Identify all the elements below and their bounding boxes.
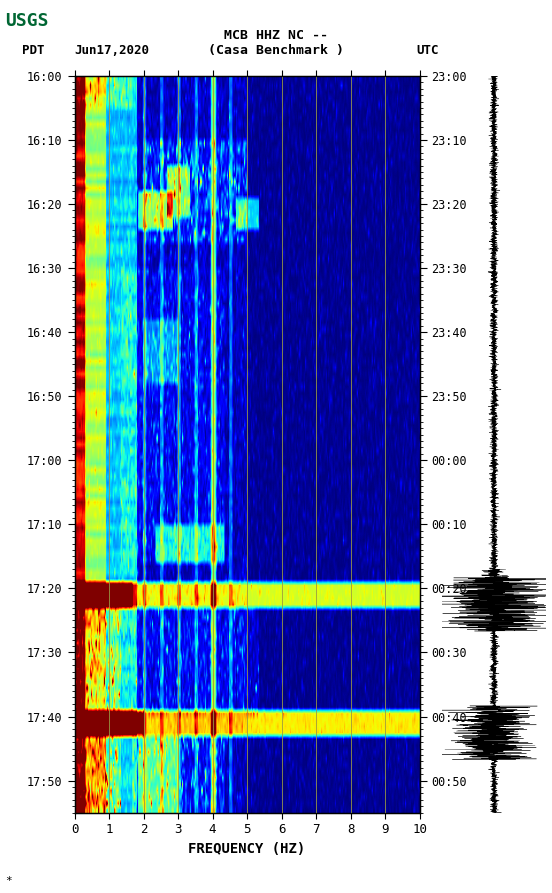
Text: (Casa Benchmark ): (Casa Benchmark ) [208, 44, 344, 56]
Text: MCB HHZ NC --: MCB HHZ NC -- [224, 29, 328, 42]
Text: *: * [6, 876, 12, 886]
Text: UTC: UTC [417, 44, 439, 56]
Text: USGS: USGS [6, 12, 49, 29]
Text: PDT: PDT [22, 44, 45, 56]
Text: Jun17,2020: Jun17,2020 [75, 44, 150, 56]
X-axis label: FREQUENCY (HZ): FREQUENCY (HZ) [188, 841, 306, 855]
